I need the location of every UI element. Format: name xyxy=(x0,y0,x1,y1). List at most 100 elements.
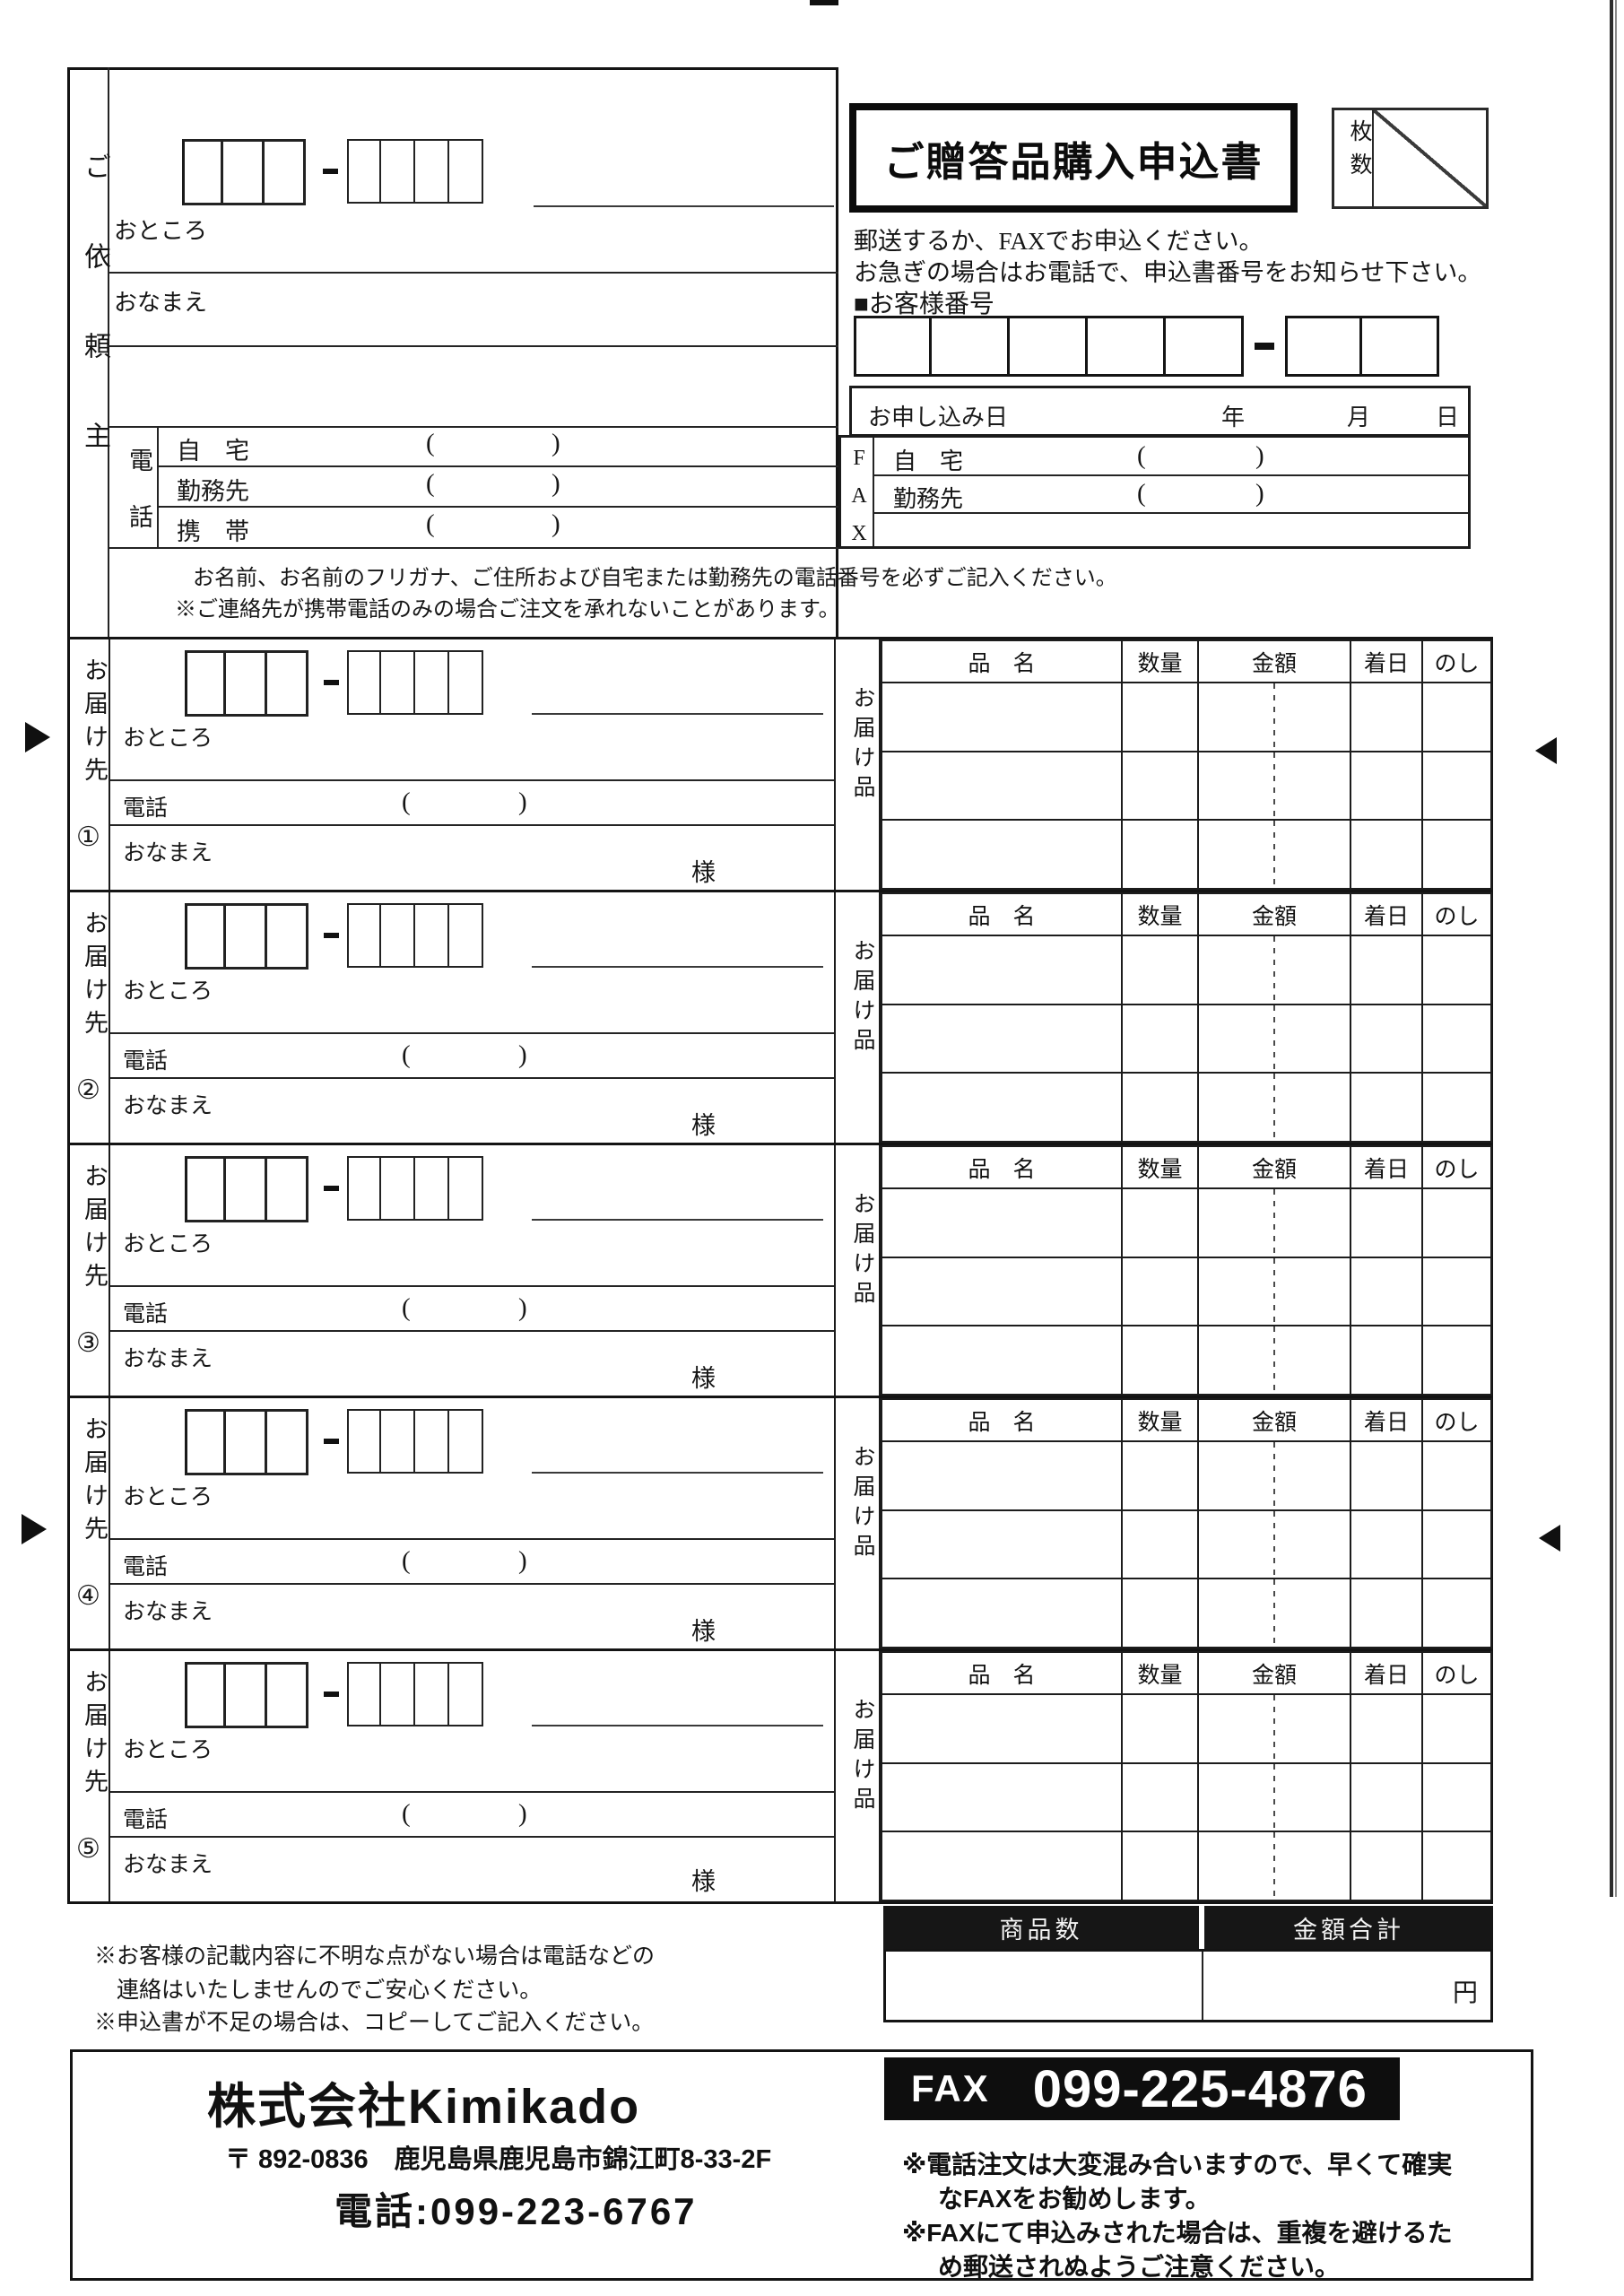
customer-number-cell[interactable] xyxy=(854,316,932,377)
postal-cell[interactable] xyxy=(185,1409,226,1475)
cell-item[interactable] xyxy=(881,1325,1123,1396)
postal-cell[interactable] xyxy=(185,650,226,717)
postal-cell[interactable] xyxy=(381,903,415,968)
cell-noshi[interactable] xyxy=(1421,935,1492,1005)
customer-number-cell[interactable] xyxy=(1166,316,1244,377)
cell-noshi[interactable] xyxy=(1421,1003,1492,1074)
postal-cell[interactable] xyxy=(415,1409,449,1474)
postal-cell[interactable] xyxy=(381,650,415,715)
address-write-line[interactable] xyxy=(532,1219,823,1221)
postal-cell[interactable] xyxy=(415,1156,449,1221)
orderer-postal-boxes[interactable] xyxy=(182,139,306,205)
postal-cell[interactable] xyxy=(267,650,308,717)
cell-arrival[interactable] xyxy=(1350,1761,1423,1833)
cell-amount[interactable] xyxy=(1197,1761,1351,1833)
cell-qty[interactable] xyxy=(1121,1440,1199,1511)
cell-qty[interactable] xyxy=(1121,1509,1199,1580)
postal-cell[interactable] xyxy=(226,1156,267,1222)
postal-cell[interactable] xyxy=(347,1156,381,1221)
cell-arrival[interactable] xyxy=(1350,1509,1423,1580)
cell-noshi[interactable] xyxy=(1421,750,1492,822)
cell-amount[interactable] xyxy=(1197,1440,1351,1511)
cell-arrival[interactable] xyxy=(1350,1187,1423,1258)
cell-qty[interactable] xyxy=(1121,1578,1199,1648)
cell-arrival[interactable] xyxy=(1350,1072,1423,1143)
cell-qty[interactable] xyxy=(1121,1003,1199,1074)
address-write-line[interactable] xyxy=(532,713,823,715)
postal-cell[interactable] xyxy=(449,903,483,968)
cell-arrival[interactable] xyxy=(1350,1578,1423,1648)
delivery-postal-boxes[interactable] xyxy=(347,1409,483,1474)
cell-arrival[interactable] xyxy=(1350,1440,1423,1511)
cell-qty[interactable] xyxy=(1121,1187,1199,1258)
postal-cell[interactable] xyxy=(449,1156,483,1221)
cell-amount[interactable] xyxy=(1197,1831,1351,1901)
cell-qty[interactable] xyxy=(1121,1761,1199,1833)
cell-arrival[interactable] xyxy=(1350,1256,1423,1327)
postal-cell[interactable] xyxy=(347,650,381,715)
cell-amount[interactable] xyxy=(1197,1693,1351,1764)
cell-item[interactable] xyxy=(881,1003,1123,1074)
cell-amount[interactable] xyxy=(1197,1325,1351,1396)
cell-qty[interactable] xyxy=(1121,1693,1199,1764)
orderer-address-write-line[interactable] xyxy=(534,205,834,207)
cell-item[interactable] xyxy=(881,1693,1123,1764)
postal-cell[interactable] xyxy=(415,903,449,968)
cell-amount[interactable] xyxy=(1197,935,1351,1005)
cell-amount[interactable] xyxy=(1197,750,1351,822)
postal-cell[interactable] xyxy=(185,1156,226,1222)
cell-noshi[interactable] xyxy=(1421,819,1492,890)
cell-item[interactable] xyxy=(881,1831,1123,1901)
cell-noshi[interactable] xyxy=(1421,1440,1492,1511)
postal-cell[interactable] xyxy=(223,139,265,205)
delivery-postal-boxes[interactable] xyxy=(185,650,308,717)
delivery-postal-boxes[interactable] xyxy=(347,650,483,715)
postal-cell[interactable] xyxy=(449,139,483,204)
cell-amount[interactable] xyxy=(1197,819,1351,890)
cell-amount[interactable] xyxy=(1197,682,1351,752)
cell-qty[interactable] xyxy=(1121,1831,1199,1901)
postal-cell[interactable] xyxy=(381,1156,415,1221)
delivery-postal-boxes[interactable] xyxy=(185,1156,308,1222)
postal-cell[interactable] xyxy=(185,903,226,970)
cell-item[interactable] xyxy=(881,819,1123,890)
cell-noshi[interactable] xyxy=(1421,1761,1492,1833)
delivery-postal-boxes[interactable] xyxy=(347,1662,483,1726)
delivery-postal-boxes[interactable] xyxy=(347,1156,483,1221)
cell-qty[interactable] xyxy=(1121,1072,1199,1143)
cell-item[interactable] xyxy=(881,1440,1123,1511)
postal-cell[interactable] xyxy=(347,903,381,968)
cell-noshi[interactable] xyxy=(1421,1831,1492,1901)
cell-item[interactable] xyxy=(881,935,1123,1005)
postal-cell[interactable] xyxy=(185,1662,226,1728)
cell-noshi[interactable] xyxy=(1421,1072,1492,1143)
customer-number-cell[interactable] xyxy=(932,316,1010,377)
postal-cell[interactable] xyxy=(267,1409,308,1475)
cell-noshi[interactable] xyxy=(1421,1693,1492,1764)
postal-cell[interactable] xyxy=(347,1662,381,1726)
cell-qty[interactable] xyxy=(1121,1325,1199,1396)
delivery-postal-boxes[interactable] xyxy=(185,903,308,970)
postal-cell[interactable] xyxy=(226,1409,267,1475)
cell-noshi[interactable] xyxy=(1421,682,1492,752)
cell-arrival[interactable] xyxy=(1350,682,1423,752)
postal-cell[interactable] xyxy=(226,903,267,970)
cell-qty[interactable] xyxy=(1121,819,1199,890)
address-write-line[interactable] xyxy=(532,966,823,968)
customer-number-cell[interactable] xyxy=(1010,316,1088,377)
cell-item[interactable] xyxy=(881,1578,1123,1648)
postal-cell[interactable] xyxy=(415,139,449,204)
cell-amount[interactable] xyxy=(1197,1509,1351,1580)
postal-cell[interactable] xyxy=(182,139,223,205)
cell-noshi[interactable] xyxy=(1421,1325,1492,1396)
cell-item[interactable] xyxy=(881,1256,1123,1327)
orderer-postal-boxes[interactable] xyxy=(347,139,483,204)
cell-qty[interactable] xyxy=(1121,935,1199,1005)
application-date-box[interactable]: お申し込み日 年 月 日 xyxy=(849,386,1471,437)
postal-cell[interactable] xyxy=(449,650,483,715)
cell-noshi[interactable] xyxy=(1421,1187,1492,1258)
cell-arrival[interactable] xyxy=(1350,1003,1423,1074)
postal-cell[interactable] xyxy=(267,903,308,970)
address-write-line[interactable] xyxy=(532,1472,823,1474)
cell-arrival[interactable] xyxy=(1350,1831,1423,1901)
